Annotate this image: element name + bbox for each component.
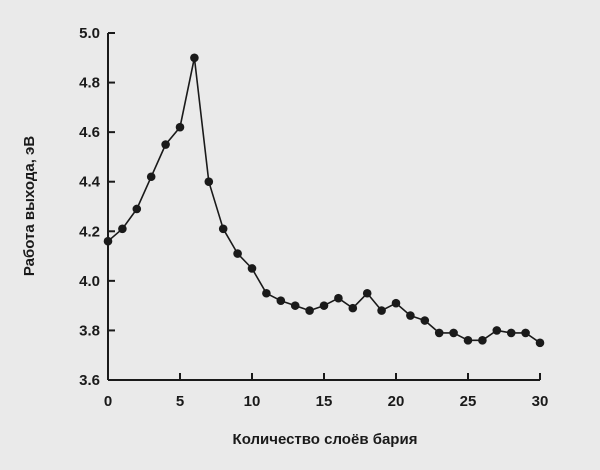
- x-tick-label: 30: [532, 393, 549, 410]
- x-tick-label: 0: [104, 393, 112, 410]
- data-point: [305, 306, 314, 315]
- data-point: [103, 236, 113, 246]
- data-point: [218, 224, 228, 234]
- data-point: [362, 288, 372, 298]
- plot-area: 3.6 3.8 4.0 4.2 4.4 4.6 4.8 5.0 0 5 10 15 20 25 30: [79, 25, 548, 410]
- data-point: [276, 296, 286, 305]
- data-point: [118, 224, 127, 234]
- x-tick-label: 25: [460, 393, 477, 410]
- data-point: [434, 328, 444, 338]
- y-tick-label: 4.6: [79, 124, 100, 141]
- data-point: [535, 338, 545, 348]
- y-tick-label: 4.2: [79, 223, 100, 240]
- data-point: [204, 177, 214, 187]
- data-point: [492, 326, 502, 335]
- x-tick-label: 10: [244, 393, 261, 410]
- data-point: [175, 122, 185, 132]
- data-point: [377, 306, 386, 315]
- data-point: [319, 301, 329, 310]
- y-tick-label: 5.0: [79, 25, 100, 42]
- data-point: [506, 328, 516, 338]
- x-tick-label: 20: [388, 393, 405, 410]
- data-point: [334, 293, 343, 303]
- y-tick-label: 4.4: [79, 174, 101, 191]
- data-point: [290, 301, 300, 310]
- data-point: [449, 328, 458, 338]
- data-point: [391, 298, 401, 308]
- data-point: [463, 336, 473, 345]
- data-point: [247, 264, 257, 273]
- data-point: [348, 303, 358, 313]
- x-axis-title: Количество слоёв бария: [233, 431, 418, 448]
- y-tick-label: 4.8: [79, 75, 100, 92]
- data-point: [406, 311, 415, 320]
- x-tick-label: 15: [316, 393, 333, 410]
- data-point: [233, 249, 242, 258]
- data-point: [190, 53, 199, 63]
- y-tick-label: 3.8: [79, 322, 100, 339]
- y-tick-label: 4.0: [79, 273, 100, 290]
- data-point: [132, 204, 142, 214]
- data-point: [161, 140, 170, 149]
- data-point: [262, 288, 271, 298]
- series-line: [107, 56, 541, 344]
- x-tick-label: 5: [176, 393, 184, 410]
- y-axis-title: Работа выхода, эВ: [21, 136, 38, 277]
- data-point: [521, 328, 530, 338]
- data-point: [420, 316, 430, 325]
- data-point: [478, 336, 487, 345]
- y-tick-label: 3.6: [79, 372, 100, 389]
- data-point: [146, 172, 156, 182]
